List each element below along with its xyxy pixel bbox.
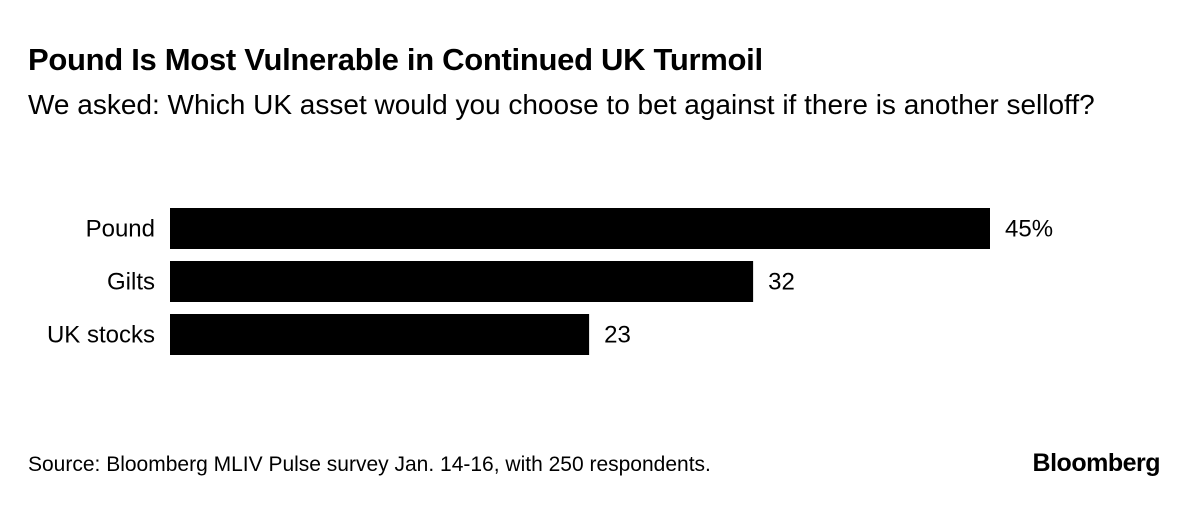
category-label: Pound [86, 216, 155, 243]
category-label: Gilts [107, 269, 155, 296]
bloomberg-logo: Bloomberg [1032, 449, 1161, 477]
chart-title: Pound Is Most Vulnerable in Continued UK… [28, 42, 763, 77]
source-note: Source: Bloomberg MLIV Pulse survey Jan.… [28, 453, 711, 476]
bar-chart: Pound 45% Gilts 32 UK stocks 23 [47, 208, 1053, 355]
bar-pound [170, 208, 990, 249]
data-label: 45% [1005, 216, 1053, 243]
data-label: 23 [604, 322, 631, 349]
bar-gilts [170, 261, 754, 302]
data-label: 32 [768, 269, 795, 296]
bar-uk-stocks [170, 314, 590, 355]
category-label: UK stocks [47, 322, 155, 349]
chart-subtitle: We asked: Which UK asset would you choos… [28, 89, 1095, 120]
